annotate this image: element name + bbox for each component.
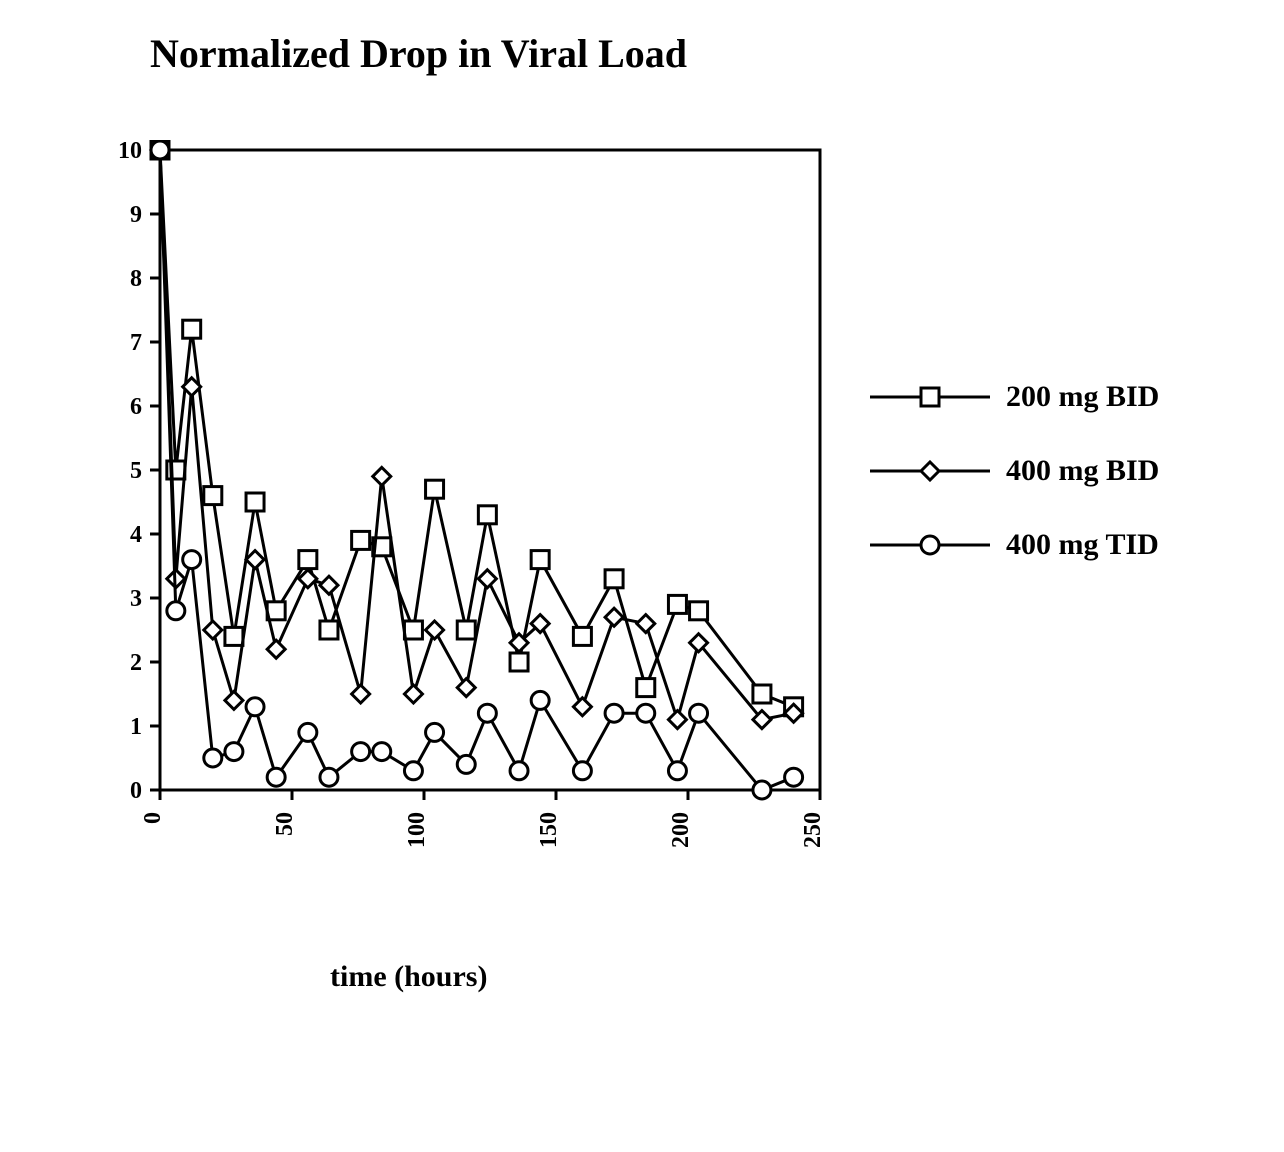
svg-text:7: 7 (130, 330, 142, 356)
svg-text:1: 1 (130, 714, 142, 740)
svg-text:10: 10 (118, 140, 142, 164)
legend: 200 mg BID 400 mg BID 400 mg TID (870, 380, 1159, 602)
legend-item: 400 mg TID (870, 528, 1159, 562)
x-axis-label: time (hours) (330, 960, 487, 994)
svg-text:250: 250 (800, 812, 826, 848)
svg-text:2: 2 (130, 650, 142, 676)
svg-text:5: 5 (130, 458, 142, 484)
svg-text:0: 0 (130, 778, 142, 804)
legend-label: 200 mg BID (1006, 380, 1159, 414)
square-marker-icon (870, 382, 990, 412)
chart-title: Normalized Drop in Viral Load (150, 30, 687, 77)
legend-label: 400 mg TID (1006, 528, 1159, 562)
svg-text:0: 0 (140, 812, 166, 824)
chart-page: Normalized Drop in Viral Load Mean Viral… (0, 0, 1284, 1152)
svg-text:50: 50 (272, 812, 298, 836)
svg-text:200: 200 (668, 812, 694, 848)
chart-svg: 012345678910050100150200250 (100, 140, 860, 920)
plot-area: 012345678910050100150200250 (100, 140, 860, 925)
legend-item: 400 mg BID (870, 454, 1159, 488)
svg-text:3: 3 (130, 586, 142, 612)
legend-label: 400 mg BID (1006, 454, 1159, 488)
svg-text:6: 6 (130, 394, 142, 420)
legend-item: 200 mg BID (870, 380, 1159, 414)
svg-text:4: 4 (130, 522, 142, 548)
diamond-marker-icon (870, 456, 990, 486)
svg-text:9: 9 (130, 202, 142, 228)
svg-text:8: 8 (130, 266, 142, 292)
svg-text:150: 150 (536, 812, 562, 848)
svg-text:100: 100 (404, 812, 430, 848)
circle-marker-icon (870, 530, 990, 560)
